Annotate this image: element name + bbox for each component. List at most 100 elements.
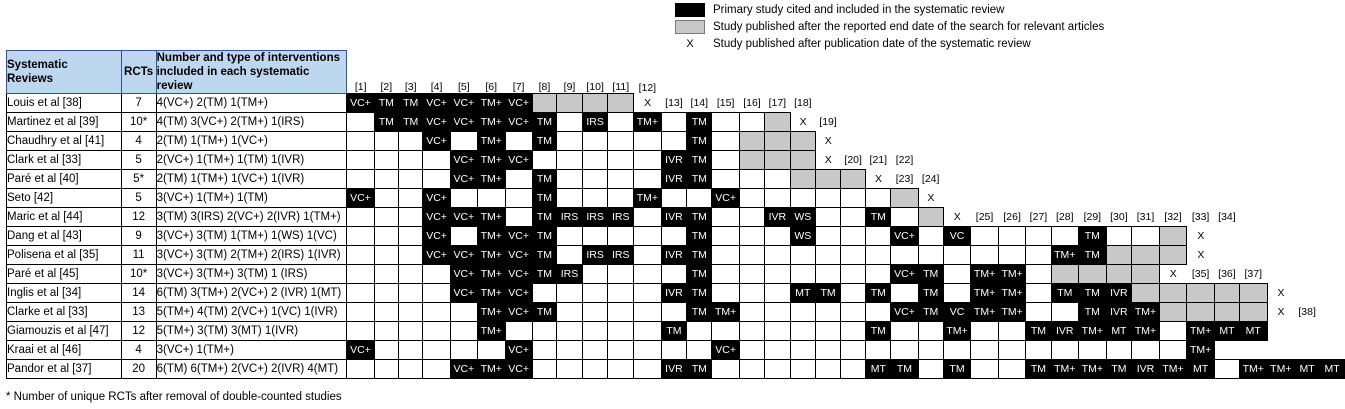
matrix-cell-empty <box>531 150 558 170</box>
matrix-cell-spacer <box>1320 341 1345 360</box>
matrix-cell-empty <box>422 264 451 284</box>
matrix-cell-included: TM+ <box>1186 321 1215 341</box>
interventions-summary: 5(TM+) 4(TM) 2(VC+) 1(VC) 1(IVR) <box>155 302 348 322</box>
rct-count: 11 <box>120 245 157 265</box>
column-number-spacer <box>1132 51 1160 94</box>
matrix-cell-empty <box>865 302 892 322</box>
matrix-cell-spacer <box>1239 246 1267 265</box>
citation-label: [20] <box>840 150 866 170</box>
matrix-cell-after-search-end <box>1158 245 1188 265</box>
matrix-cell-included: IVR <box>660 150 688 170</box>
citation-label: [35] <box>1186 264 1215 284</box>
matrix-cell-included: WS <box>789 226 816 246</box>
gray-square-swatch <box>675 20 705 34</box>
matrix-cell-spacer <box>1295 151 1320 170</box>
review-name: Clark et al [33] <box>6 150 122 170</box>
matrix-cell-after-search-end <box>1213 283 1240 303</box>
matrix-cell-spacer <box>1239 189 1267 208</box>
matrix-cell-included: TM <box>1025 359 1052 379</box>
matrix-cell-empty <box>942 340 972 360</box>
matrix-cell-empty <box>660 264 688 284</box>
x-marker-cell: X <box>815 131 841 151</box>
table-row: Louis et al [38] 7 4(VC+) 2(TM) 1(TM+) VC+ T… <box>6 93 1345 113</box>
interventions-summary: 3(VC+) 1(TM+) <box>155 340 348 360</box>
matrix-cell-spacer <box>1214 341 1239 360</box>
matrix-cell-included: VC+ <box>449 93 478 113</box>
matrix-cell-spacer <box>1214 170 1239 189</box>
matrix-cell-after-search-end <box>789 131 816 151</box>
matrix-cell-spacer <box>1079 151 1107 170</box>
matrix-cell-spacer <box>1106 132 1132 151</box>
column-number-header: [9] <box>563 81 576 93</box>
review-name: Paré et al [45] <box>6 264 122 284</box>
matrix-cell-after-search-end <box>738 131 766 151</box>
matrix-cell-empty <box>711 226 740 246</box>
matrix-cell-spacer <box>1295 284 1320 303</box>
citation-label: [17] <box>764 93 791 113</box>
matrix-cell-spacer <box>1267 265 1295 284</box>
matrix-cell-included: TM <box>942 359 972 379</box>
matrix-cell-empty <box>633 245 662 265</box>
interventions-summary: 2(TM) 1(TM+) 1(VC+) 1(IVR) <box>155 169 348 189</box>
x-marker-cell: X <box>790 112 816 132</box>
matrix-cell-included: VC+ <box>890 264 919 284</box>
matrix-cell-empty <box>840 359 867 379</box>
matrix-cell-empty <box>764 264 791 284</box>
matrix-cell-spacer <box>918 132 943 151</box>
matrix-cell-included: VC+ <box>422 207 451 227</box>
matrix-cell-included: TM <box>917 283 944 303</box>
matrix-cell-included: TM <box>686 169 713 189</box>
matrix-cell-spacer <box>1159 170 1187 189</box>
matrix-cell-included: TM+ <box>476 169 506 189</box>
matrix-cell-spacer <box>1295 132 1320 151</box>
matrix-cell-empty <box>764 302 791 322</box>
matrix-cell-spacer <box>1239 151 1267 170</box>
matrix-cell-included: VC+ <box>449 283 478 303</box>
matrix-cell-empty <box>373 150 400 170</box>
matrix-cell-empty <box>764 321 791 341</box>
matrix-cell-empty <box>814 245 842 265</box>
matrix-cell-empty <box>789 302 816 322</box>
matrix-cell-empty <box>633 169 662 189</box>
matrix-cell-included: VC+ <box>449 264 478 284</box>
matrix-cell-after-search-end <box>764 131 791 151</box>
matrix-cell-empty <box>581 169 609 189</box>
matrix-cell-empty <box>738 359 766 379</box>
column-number-header: [12] <box>638 81 657 94</box>
matrix-cell-included: VC+ <box>504 226 533 246</box>
matrix-cell-included: VC+ <box>449 150 478 170</box>
matrix-cell-spacer <box>1106 113 1132 132</box>
x-marker-cell: X <box>918 188 944 208</box>
matrix-cell-included: TM+ <box>1238 359 1268 379</box>
matrix-cell-empty <box>373 131 400 151</box>
matrix-cell-included: TM+ <box>476 226 506 246</box>
header-interventions-line2: included in each systematic review <box>156 66 310 92</box>
matrix-cell-after-search-end <box>1050 264 1080 284</box>
table-row: Inglis et al [34] 14 6(TM) 3(TM+) 2(VC+) 2… <box>6 283 1345 303</box>
matrix-cell-empty <box>1105 340 1133 360</box>
matrix-cell-spacer <box>1051 132 1079 151</box>
matrix-cell-spacer <box>943 189 971 208</box>
matrix-cell-spacer <box>1214 94 1239 113</box>
interventions-summary: 3(VC+) 3(TM+) 3(TM) 1 (IRS) <box>155 264 348 284</box>
interventions-summary: 3(VC+) 1(TM+) 1(TM) <box>155 188 348 208</box>
matrix-cell-spacer <box>971 132 999 151</box>
matrix-cell-after-search-end <box>1158 283 1188 303</box>
matrix-cell-empty <box>711 150 740 170</box>
matrix-cell-empty <box>504 207 533 227</box>
citation-label: [26] <box>998 207 1026 227</box>
matrix-cell-empty <box>970 245 999 265</box>
citation-label: [27] <box>1025 207 1051 227</box>
matrix-cell-spacer <box>1295 227 1320 246</box>
matrix-cell-spacer <box>1320 113 1345 132</box>
legend-item-label: Primary study cited and included in the … <box>713 4 1005 16</box>
matrix-cell-empty <box>890 283 919 303</box>
matrix-cell-included: IVR <box>660 283 688 303</box>
header-rcts: RCTs <box>120 50 157 94</box>
matrix-cell-included: VC <box>942 302 972 322</box>
citation-label: [33] <box>1186 207 1215 227</box>
matrix-cell-empty <box>581 302 609 322</box>
matrix-cell-empty <box>346 302 375 322</box>
matrix-cell-empty <box>764 283 791 303</box>
column-number-header: [6] <box>485 81 498 93</box>
